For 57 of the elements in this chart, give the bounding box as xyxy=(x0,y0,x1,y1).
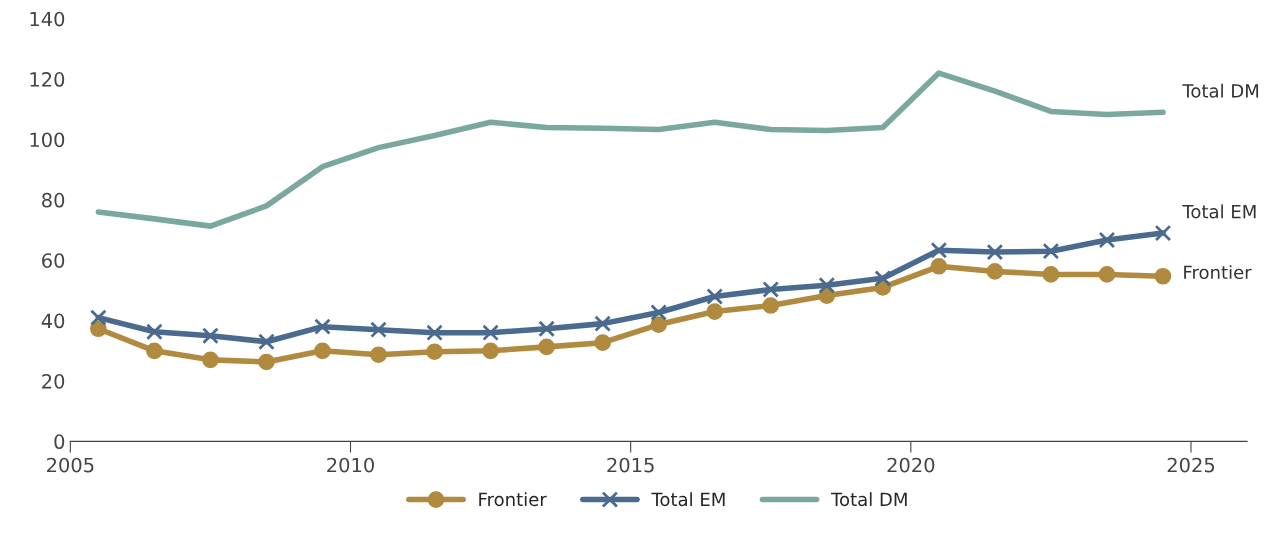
point xyxy=(1042,266,1060,283)
point xyxy=(482,324,499,342)
legend-label: Total DM xyxy=(831,492,907,507)
point xyxy=(314,342,331,360)
legend-label: Frontier xyxy=(479,492,547,507)
point xyxy=(986,243,1004,261)
x-tick-label: 2020 xyxy=(887,457,935,473)
point xyxy=(1042,242,1060,260)
point xyxy=(594,315,611,332)
point xyxy=(426,343,443,361)
point xyxy=(426,324,443,342)
point xyxy=(650,304,668,321)
point xyxy=(762,281,780,298)
y-tick-label: 80 xyxy=(42,192,65,208)
legend-label: Total EM xyxy=(651,492,725,507)
text: Total EM xyxy=(1182,204,1256,219)
point xyxy=(258,333,275,351)
point xyxy=(706,288,724,305)
point xyxy=(258,353,275,371)
point xyxy=(594,334,611,351)
point xyxy=(146,342,163,360)
point xyxy=(930,241,948,259)
y-tick-label: 140 xyxy=(30,11,65,27)
y-tick-label: 40 xyxy=(41,313,65,329)
point xyxy=(1098,231,1116,249)
point xyxy=(90,320,107,338)
x-tick-label: 2010 xyxy=(327,457,374,473)
text: Frontier xyxy=(1184,265,1252,280)
point xyxy=(482,342,499,360)
y-tick-label: 60 xyxy=(42,253,65,268)
point xyxy=(202,351,219,369)
x-tick-label: 2005 xyxy=(47,457,94,473)
point xyxy=(538,338,555,356)
point xyxy=(650,316,668,333)
point xyxy=(146,323,163,341)
y-tick-label: 20 xyxy=(42,373,65,389)
point xyxy=(986,263,1004,280)
point xyxy=(1098,266,1116,283)
x-tick-label: 2015 xyxy=(607,457,654,473)
point xyxy=(370,321,387,339)
point xyxy=(874,270,892,287)
point xyxy=(818,276,836,294)
point xyxy=(1154,267,1172,285)
y-tick-label: 100 xyxy=(30,132,65,148)
point xyxy=(90,309,107,326)
point xyxy=(370,346,387,364)
point xyxy=(762,297,780,314)
y-tick-label: 120 xyxy=(30,72,65,87)
y-tick-label: 0 xyxy=(54,434,65,450)
point xyxy=(1154,224,1172,242)
text: Total DM xyxy=(1182,83,1259,98)
point xyxy=(314,318,331,335)
point xyxy=(706,303,724,320)
point xyxy=(538,320,555,338)
point xyxy=(930,257,948,275)
point xyxy=(202,327,219,345)
x-tick-label: 2025 xyxy=(1167,457,1215,473)
